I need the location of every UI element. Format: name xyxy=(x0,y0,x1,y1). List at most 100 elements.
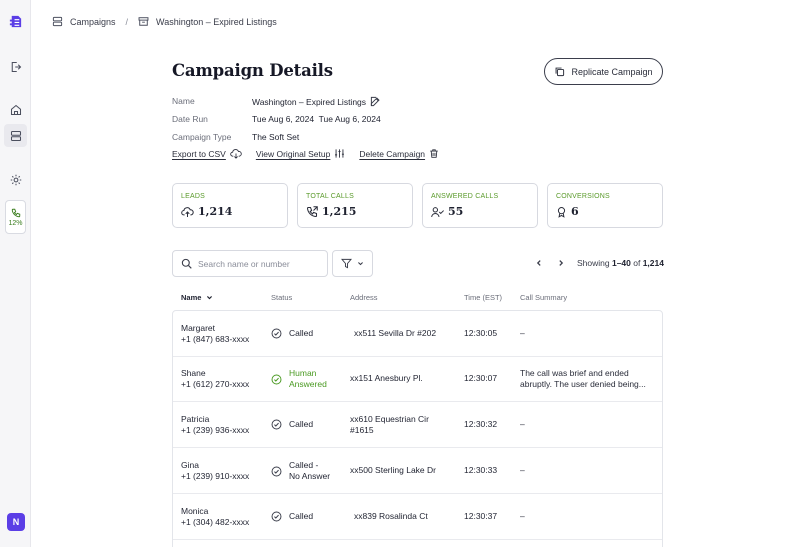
stat-conversions: CONVERSIONS 6 xyxy=(547,183,663,228)
user-check-icon xyxy=(431,206,444,217)
chevron-down-icon xyxy=(358,262,363,266)
calls-table: Margaret +1 (847) 683-xxxx Called xx511 … xyxy=(172,310,663,547)
row-summary: – xyxy=(520,465,525,475)
sliders-icon xyxy=(335,149,345,158)
row-summary-line-1: The call was brief and ended xyxy=(520,368,629,378)
settings-icon[interactable] xyxy=(4,168,27,191)
stat-answered-calls-value: 55 xyxy=(448,205,464,218)
export-csv-link[interactable]: Export to CSV xyxy=(172,148,242,159)
stat-total-calls-label: TOTAL CALLS xyxy=(306,193,354,200)
stat-conversions-label: CONVERSIONS xyxy=(556,193,610,200)
chevron-left-icon[interactable] xyxy=(535,259,543,267)
row-contact: Patricia +1 (239) 936-xxxx xyxy=(181,414,249,436)
row-status: Called xyxy=(271,511,313,522)
pagination-of: of xyxy=(630,258,643,268)
check-circle-icon xyxy=(271,466,282,476)
stat-leads: LEADS 1,214 xyxy=(172,183,288,228)
usage-indicator[interactable]: 12% xyxy=(5,200,26,234)
stat-total-calls: TOTAL CALLS 1,215 xyxy=(297,183,413,228)
row-time: 12:30:05 xyxy=(464,328,498,338)
archive-icon xyxy=(138,17,149,26)
table-row[interactable]: Gina +1 (239) 910-xxxx Called - No Answe… xyxy=(173,448,662,494)
column-header-status: Status xyxy=(271,293,293,302)
row-phone: +1 (304) 482-xxxx xyxy=(181,517,250,527)
row-time: 12:30:33 xyxy=(464,465,498,475)
detail-date-value: Tue Aug 6, 2024 Tue Aug 6, 2024 xyxy=(252,114,381,124)
search-input[interactable]: Search name or number xyxy=(172,250,328,277)
row-status: Human Answered xyxy=(271,368,327,390)
replicate-campaign-button[interactable]: Replicate Campaign xyxy=(544,58,663,85)
pagination-total: 1,214 xyxy=(642,258,664,268)
row-name: Patricia xyxy=(181,414,210,424)
table-row[interactable]: Shane +1 (612) 270-xxxx Human Answered x… xyxy=(173,356,662,402)
table-row[interactable]: Monica +1 (304) 482-xxxx Called xx839 Ro… xyxy=(173,494,662,540)
stat-leads-label: LEADS xyxy=(181,193,205,200)
view-setup-link[interactable]: View Original Setup xyxy=(256,148,346,159)
column-header-summary: Call Summary xyxy=(520,293,568,302)
table-row[interactable]: Patricia +1 (239) 936-xxxx Called xx610 … xyxy=(173,402,662,448)
column-header-name-label: Name xyxy=(181,293,202,302)
search-icon xyxy=(181,258,192,269)
pagination-summary: Showing 1–40 of 1,214 xyxy=(577,258,664,268)
row-status-subtext: Answered xyxy=(289,379,327,389)
breadcrumb-campaigns[interactable]: Campaigns xyxy=(52,16,116,27)
row-status-text: Called xyxy=(289,419,314,429)
award-icon xyxy=(557,206,566,218)
row-status-text: Called xyxy=(289,328,314,338)
avatar[interactable]: N xyxy=(7,513,25,531)
row-name: Monica xyxy=(181,506,209,516)
campaigns-icon[interactable] xyxy=(4,124,27,147)
row-address: xx839 Rosalinda Ct xyxy=(354,511,428,521)
stat-leads-value: 1,214 xyxy=(198,205,233,218)
row-contact: Margaret +1 (847) 683-xxxx xyxy=(181,323,249,345)
detail-name-value-wrap: Washington – Expired Listings xyxy=(252,96,381,107)
pagination-range: 1–40 xyxy=(611,258,631,268)
edit-icon[interactable] xyxy=(370,96,381,107)
cloud-download-icon xyxy=(230,149,242,159)
detail-date-label: Date Run xyxy=(172,114,208,124)
row-name: Shane xyxy=(181,368,206,378)
check-circle-icon xyxy=(271,328,282,339)
phone-icon xyxy=(11,208,20,217)
row-phone: +1 (847) 683-xxxx xyxy=(181,334,250,344)
stat-answered-calls: ANSWERED CALLS 55 xyxy=(422,183,538,228)
table-row[interactable]: Margaret +1 (847) 683-xxxx Called xx511 … xyxy=(173,311,662,357)
view-setup-label: View Original Setup xyxy=(255,148,331,159)
breadcrumb-current-label: Washington – Expired Listings xyxy=(156,16,277,27)
row-status: Called - No Answer xyxy=(271,460,330,482)
column-header-time: Time (EST) xyxy=(464,293,503,302)
breadcrumb-current: Washington – Expired Listings xyxy=(138,16,277,27)
logout-icon[interactable] xyxy=(4,55,27,78)
phone-outgoing-icon xyxy=(306,205,318,217)
row-phone: +1 (239) 910-xxxx xyxy=(181,471,250,481)
row-contact: Shane +1 (612) 270-xxxx xyxy=(181,368,249,390)
trash-icon xyxy=(430,149,438,158)
row-summary: – xyxy=(520,511,525,521)
check-circle-icon xyxy=(271,419,282,430)
row-name: Gina xyxy=(181,460,199,470)
replicate-campaign-label: Replicate Campaign xyxy=(571,66,653,77)
row-name: Margaret xyxy=(181,323,216,333)
chevron-right-icon[interactable] xyxy=(557,259,565,267)
check-circle-icon xyxy=(271,511,282,522)
delete-campaign-link[interactable]: Delete Campaign xyxy=(359,148,439,159)
column-header-address: Address xyxy=(350,293,378,302)
row-status-text: Called xyxy=(289,511,314,521)
column-header-name[interactable]: Name xyxy=(181,293,213,302)
row-address: xx610 Equestrian Cir #1615 xyxy=(350,414,460,436)
filter-button[interactable] xyxy=(332,250,373,277)
chevron-down-icon xyxy=(207,296,213,300)
breadcrumb-separator: / xyxy=(125,16,129,27)
home-icon[interactable] xyxy=(4,98,27,121)
row-time: 12:30:32 xyxy=(464,419,498,429)
row-status: Called xyxy=(271,328,313,339)
row-summary: – xyxy=(520,419,525,429)
row-summary: The call was brief and ended abruptly. T… xyxy=(520,368,655,390)
detail-name-label: Name xyxy=(172,96,195,106)
campaign-actions: Export to CSV View Original Setup Delete… xyxy=(172,148,439,159)
row-status: Called xyxy=(271,419,313,430)
filter-icon xyxy=(341,258,352,269)
row-status-text: Human xyxy=(289,368,317,378)
row-address: xx500 Sterling Lake Dr xyxy=(350,465,436,475)
breadcrumb: Campaigns / Washington – Expired Listing… xyxy=(52,16,277,27)
